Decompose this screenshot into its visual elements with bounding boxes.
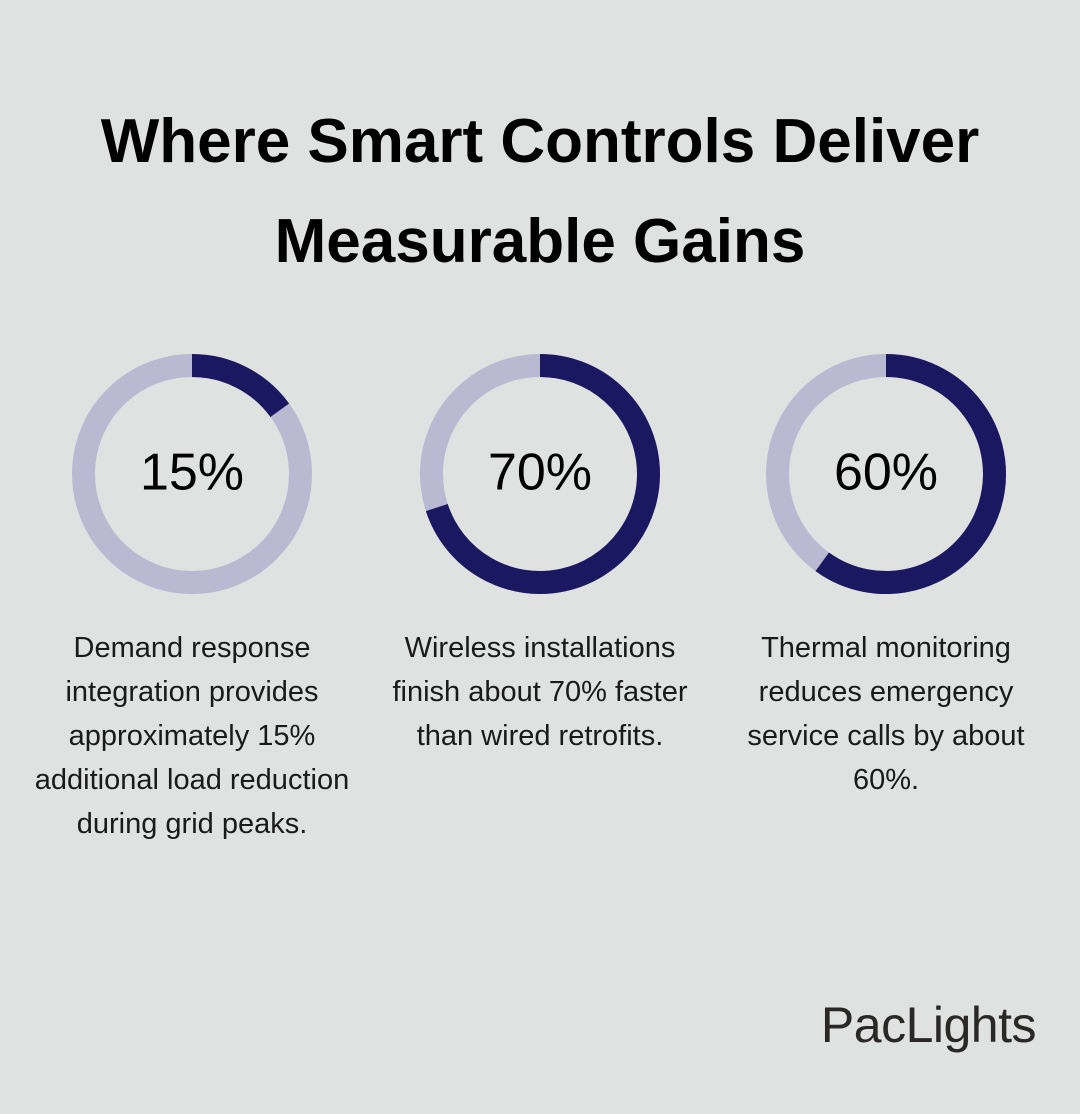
donut-arc [815,354,1006,594]
value-label: 70% [488,444,592,502]
description: Wireless installations finish about 70% … [392,632,688,752]
brand-logo: PacLights [820,997,1037,1053]
value-label: 15% [140,444,244,502]
donut-arc [191,354,290,418]
description: Demand response integration provides app… [34,632,350,840]
title: Where Smart Controls Deliver Measurable … [100,107,980,276]
donut-charts: 15% 70% 60% [72,354,1006,594]
donut-arc [425,354,660,594]
value-label: 60% [834,444,938,502]
description: Thermal monitoring reduces emergency ser… [747,632,1025,796]
